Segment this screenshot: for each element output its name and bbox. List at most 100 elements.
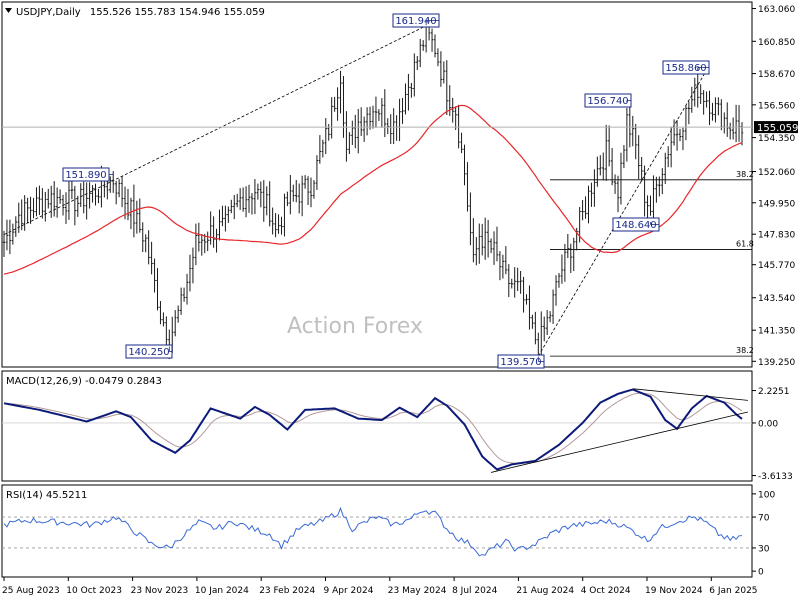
price-bar — [489, 238, 493, 254]
rsi-y-tick-label: 70 — [758, 514, 770, 524]
price-bar — [194, 223, 198, 266]
price-bar — [466, 162, 469, 212]
price-bar — [610, 147, 614, 186]
price-bar — [333, 96, 336, 112]
price-bar — [268, 181, 271, 227]
price-annotation: 161.940 — [392, 13, 440, 28]
price-bar — [404, 83, 407, 115]
dashed-trend-line — [3, 25, 427, 235]
price-bar — [401, 98, 404, 124]
price-bar — [699, 84, 702, 105]
price-bar — [182, 287, 186, 302]
price-bar — [150, 241, 153, 275]
x-tick-label: 4 Oct 2024 — [581, 586, 631, 596]
price-bar — [451, 97, 454, 123]
price-bar — [640, 156, 643, 182]
price-bar — [5, 219, 9, 251]
price-bar — [359, 107, 363, 136]
price-bar — [206, 231, 209, 252]
rsi-panel — [1, 484, 753, 578]
fib-label: 38.2 — [736, 170, 754, 179]
price-bar — [702, 90, 705, 115]
price-bar — [365, 107, 369, 136]
price-bar — [2, 230, 6, 258]
price-bar — [667, 146, 670, 168]
price-bar — [300, 175, 304, 217]
price-bar — [212, 216, 215, 248]
price-annotation: 140.250 — [125, 344, 173, 359]
price-bar — [97, 189, 100, 204]
x-tick-label: 8 Jul 2024 — [452, 586, 497, 596]
price-bar — [23, 195, 26, 231]
price-bar — [581, 200, 584, 221]
price-bar — [362, 116, 366, 142]
price-bar — [315, 155, 319, 190]
title-arrow-icon — [5, 8, 12, 13]
price-bar — [79, 183, 82, 208]
price-bar — [386, 118, 389, 135]
price-bar — [643, 165, 646, 217]
price-bar — [351, 120, 354, 146]
price-bar — [233, 194, 236, 220]
price-bar — [88, 182, 91, 209]
price-bar — [203, 233, 206, 254]
price-bar — [492, 231, 496, 265]
price-bar — [714, 97, 717, 123]
price-bar — [82, 181, 85, 214]
price-bar — [560, 254, 564, 284]
price-bar — [44, 191, 47, 222]
price-bar — [153, 258, 156, 293]
price-bar — [510, 278, 513, 289]
price-bar — [548, 311, 552, 323]
price-bars — [2, 13, 744, 367]
price-annotation: 151.890 — [62, 167, 114, 182]
svg-text:161.940: 161.940 — [395, 16, 436, 27]
price-bar — [191, 247, 195, 284]
price-bar — [646, 195, 649, 219]
x-axis-ticks: 25 Aug 2023 10 Oct 2023 23 Nov 2023 10 Jan … — [2, 577, 758, 596]
price-bar — [563, 243, 567, 282]
price-bar — [664, 152, 667, 184]
price-bar — [717, 97, 720, 116]
price-y-tick-label: 158.670 — [758, 70, 795, 80]
rsi-title: RSI(14) 45.5211 — [6, 490, 87, 501]
macd-title: MACD(12,26,9) -0.0479 0.2843 — [6, 376, 162, 387]
price-bar — [147, 230, 150, 265]
price-bar — [312, 180, 316, 199]
macd-trend-line — [490, 411, 748, 473]
price-bar — [433, 34, 437, 58]
price-bar — [138, 198, 141, 233]
svg-text:156.740: 156.740 — [587, 96, 628, 107]
price-bar — [734, 104, 738, 143]
price-bar — [599, 155, 602, 176]
x-tick-label: 19 Nov 2024 — [645, 586, 703, 596]
price-bar — [41, 188, 44, 219]
price-bar — [354, 114, 357, 149]
price-annotations: 161.940 151.890 140.250 156.740 158.860 148.6… — [62, 13, 710, 369]
price-bar — [209, 211, 212, 245]
price-bar — [159, 301, 162, 325]
price-annotation: 148.640 — [612, 217, 660, 232]
price-bar — [321, 139, 325, 158]
dashed-trend-line — [537, 69, 707, 357]
macd-signal-line — [3, 392, 743, 464]
price-y-tick-label: 139.250 — [758, 358, 795, 368]
price-bar — [64, 192, 68, 224]
price-bar — [569, 243, 572, 274]
price-bar — [728, 122, 732, 140]
price-bar — [91, 185, 94, 203]
price-bar — [277, 214, 280, 234]
price-bar — [575, 227, 578, 251]
price-y-tick-label: 149.950 — [758, 199, 795, 209]
price-bar — [244, 186, 248, 218]
price-y-tick-label: 163.060 — [758, 5, 795, 15]
price-bar — [448, 85, 451, 116]
fib-levels: 38.2 61.8 38.2 — [550, 170, 754, 357]
price-bar — [545, 310, 549, 336]
price-bar — [681, 127, 685, 151]
price-bar — [58, 189, 62, 204]
price-bar — [693, 77, 696, 107]
price-bar — [501, 254, 505, 279]
price-bar — [596, 156, 599, 187]
price-bar — [188, 254, 192, 292]
